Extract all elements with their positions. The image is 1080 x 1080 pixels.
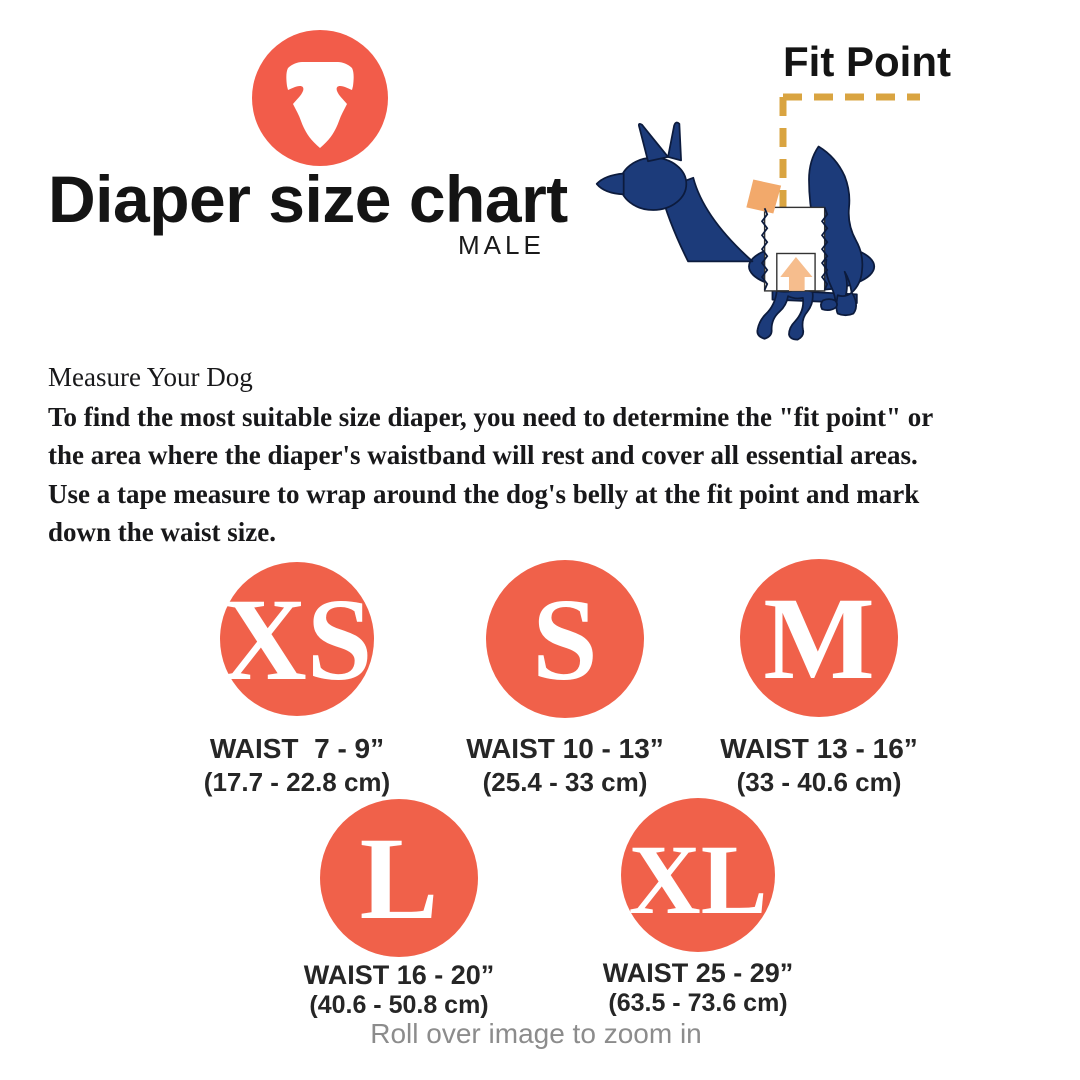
svg-text:L: L [360, 813, 439, 944]
svg-text:XL: XL [629, 824, 768, 935]
svg-text:M: M [763, 573, 874, 704]
svg-text:S: S [532, 574, 598, 705]
svg-text:XS: XS [222, 574, 373, 705]
